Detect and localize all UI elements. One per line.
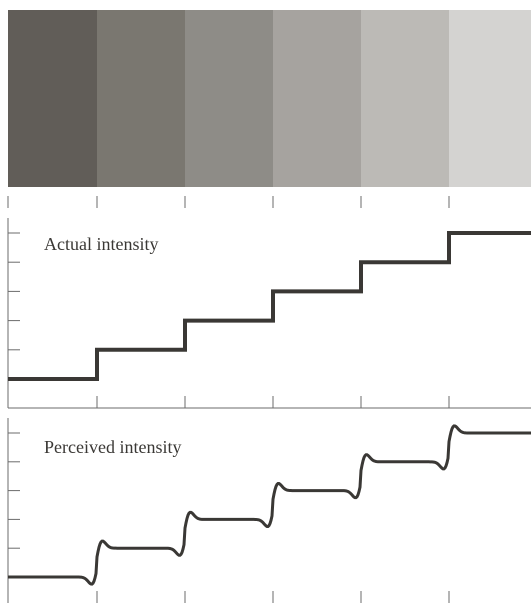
perceived-intensity-panel: Perceived intensity <box>7 418 531 603</box>
perceived-level-ticks <box>8 432 20 578</box>
actual-intensity-staircase <box>8 231 531 381</box>
gray-band-2 <box>97 10 185 187</box>
actual-intensity-panel: Actual intensity <box>7 218 531 409</box>
actual-intensity-label: Actual intensity <box>44 234 158 254</box>
gray-band-3 <box>185 10 273 187</box>
perceived-intensity-label: Perceived intensity <box>44 437 181 457</box>
band-boundary-ticks <box>7 196 450 208</box>
gray-band-4 <box>273 10 361 187</box>
actual-boundary-ticks <box>96 396 450 408</box>
perceived-boundary-ticks <box>96 591 450 603</box>
gray-band-1 <box>8 10 97 187</box>
actual-level-ticks <box>8 232 20 380</box>
gray-band-5 <box>361 10 449 187</box>
gray-band-6 <box>449 10 531 187</box>
perceived-intensity-curve <box>8 424 531 586</box>
